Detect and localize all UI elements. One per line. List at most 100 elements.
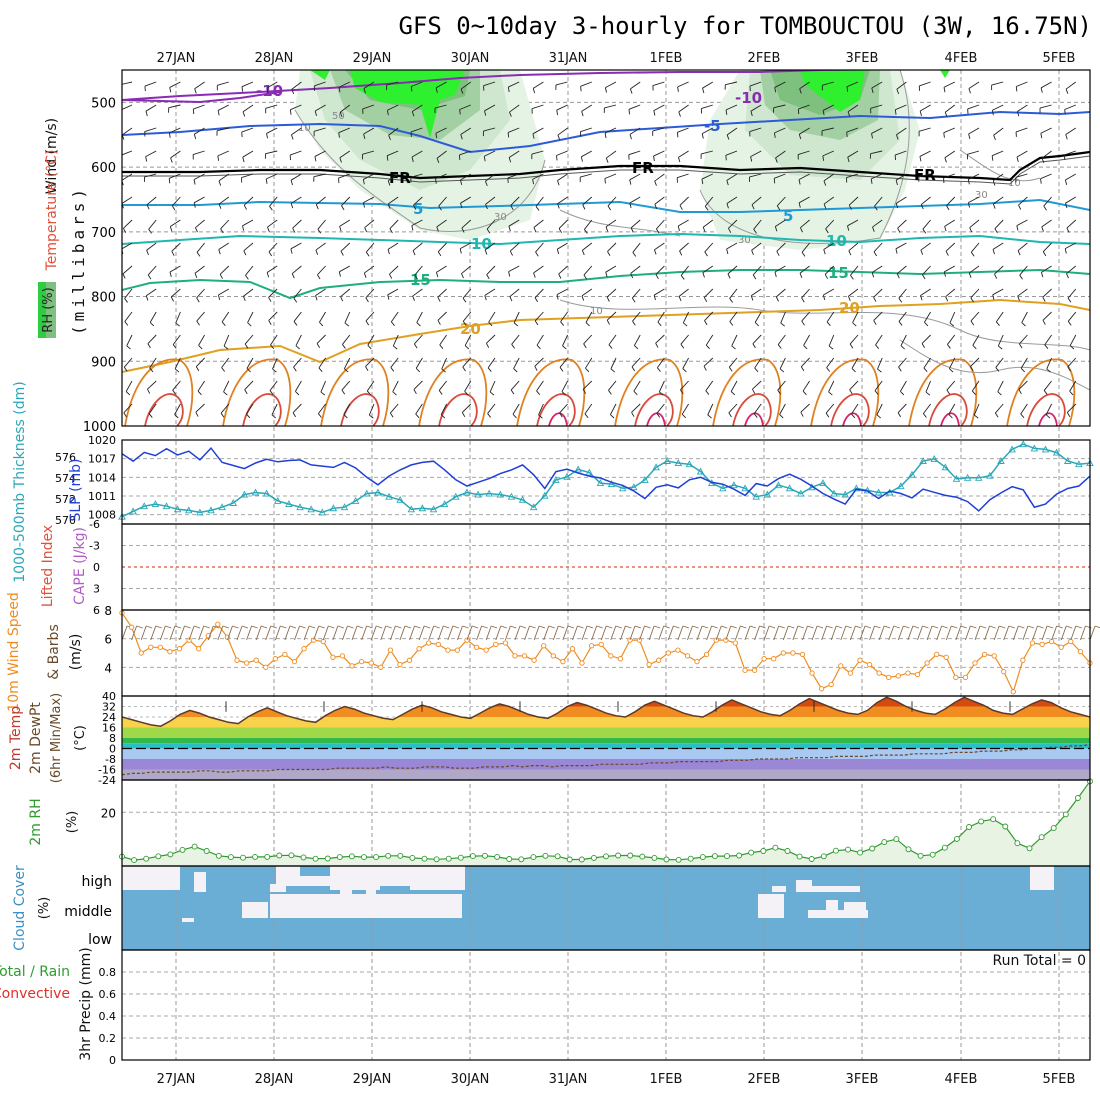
wind10-point [732, 640, 739, 646]
wind10-barb [146, 625, 153, 629]
wind-barb [823, 288, 835, 296]
wind10-barb [385, 625, 392, 629]
wind-barb [193, 179, 196, 185]
wind-barb [584, 229, 588, 234]
wind10-barb [600, 625, 607, 641]
wind-barb [217, 81, 229, 86]
wind10-barb [462, 625, 469, 629]
wind-barb [1042, 320, 1046, 325]
wind-barb [801, 252, 806, 257]
rh2m-point [736, 852, 743, 859]
wind10-point [924, 660, 930, 666]
rh2m-point [312, 855, 319, 862]
wind-barb [192, 150, 205, 155]
wind-barb [1064, 242, 1077, 250]
wind10-barb [696, 625, 703, 641]
wind-barb [774, 226, 778, 232]
wind-barb [195, 219, 205, 229]
wind10-barb [888, 625, 895, 641]
wind-barb [900, 391, 905, 396]
rh2m-point [990, 816, 997, 823]
slp-tick-label: 1011 [88, 490, 116, 503]
thickness-point [496, 490, 505, 498]
wind-barb [970, 288, 980, 299]
wind-barb [194, 273, 198, 279]
axis-labels: 27JAN27JAN28JAN28JAN29JAN29JAN30JAN30JAN… [55, 51, 1075, 1087]
wind-barb [316, 334, 326, 344]
wind-barb [364, 219, 375, 228]
wind-barb [851, 403, 859, 415]
wind10-barb [788, 625, 795, 629]
wind-barb [289, 150, 302, 156]
wind-barb [970, 251, 975, 257]
wind10-point [953, 674, 959, 681]
wind-barb [366, 380, 375, 392]
wind-barb [217, 127, 229, 132]
wind-barb [122, 104, 133, 110]
rh-shade-region [310, 70, 330, 80]
wind10-barb [663, 625, 670, 629]
wind-barb [509, 288, 520, 297]
wind-barb [193, 202, 196, 208]
wind-barb [584, 403, 593, 415]
wind10-barb [625, 625, 632, 629]
thickness-point [363, 489, 371, 497]
cloud-row-label: low [88, 932, 112, 948]
wind10-barb [318, 625, 325, 629]
wind-barb [750, 111, 753, 117]
wind-barb [513, 311, 520, 324]
wind-barb [369, 414, 374, 419]
wind10-barb [433, 625, 440, 629]
wind10-barb [241, 625, 249, 629]
wind-barb [437, 242, 447, 252]
wind-barb [896, 273, 900, 279]
wind-barb [1064, 150, 1076, 156]
wind-barb [677, 225, 680, 231]
wind-barb [246, 403, 254, 415]
wind10-barb [945, 625, 952, 641]
wind10-barb [725, 625, 732, 641]
wind-barb [1067, 321, 1072, 326]
date-label-top: 4FEB [945, 51, 978, 66]
wind-barb [460, 203, 463, 209]
wind-barb [652, 127, 665, 132]
wind-barb [223, 334, 230, 347]
wind-barb [585, 311, 593, 323]
wind-barb [847, 219, 859, 227]
wind-barb [511, 334, 520, 345]
wind10-barb [236, 625, 243, 641]
wind10-barb [150, 625, 157, 641]
wind-barb [365, 320, 370, 326]
wind-barb [486, 334, 496, 344]
wind-barb [412, 104, 423, 112]
wind-barb [776, 242, 786, 252]
wind-barb [943, 127, 955, 134]
wind-barb [242, 111, 246, 117]
wind-barb [218, 203, 222, 209]
wind-barb [653, 288, 665, 296]
wind-barb [197, 380, 205, 392]
rh2m-point [1074, 795, 1081, 801]
wind-barb [585, 322, 590, 327]
wind-barb [535, 242, 544, 253]
wind10-barb [207, 625, 214, 641]
wind10-point [157, 644, 163, 650]
wind-barb [513, 322, 519, 327]
wind-barb [556, 288, 568, 296]
wind-barb [750, 288, 762, 297]
rh-contour [959, 149, 1041, 182]
wind10-barb [524, 625, 530, 641]
wind-barb [390, 357, 399, 368]
wind-barb [271, 414, 277, 419]
wind-barb [1066, 403, 1077, 413]
wind-barb [1045, 414, 1051, 419]
wind-barb [826, 311, 835, 323]
wind-barb [268, 297, 272, 302]
thickness-point [897, 482, 905, 490]
thickness-point [429, 505, 438, 513]
wind-barb [508, 219, 520, 227]
wind10-point [196, 646, 202, 652]
wind-barb [894, 109, 897, 115]
wind10-point [167, 648, 173, 655]
